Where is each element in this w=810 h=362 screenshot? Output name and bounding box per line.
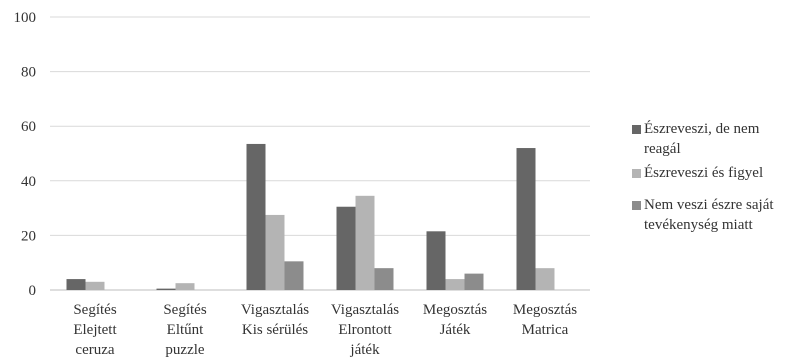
- y-tick-label-60: 60: [21, 119, 36, 135]
- legend-swatch-series-1: [632, 125, 641, 134]
- legend-item-series-3: Nem veszi észre saját tevékenység miatt: [632, 195, 808, 235]
- x-category-label-3-line-2: Kis sérülés: [242, 322, 308, 338]
- bar-series-2-category-6: [535, 268, 555, 290]
- x-category-label-1: Segítés Elejtett ceruza: [73, 302, 117, 358]
- bar-series-1-category-2: [156, 288, 176, 290]
- x-category-label-5-line-1: Megosztás: [423, 302, 487, 318]
- legend-swatch-series-2: [632, 169, 641, 178]
- bar-series-2-category-1: [85, 281, 105, 290]
- x-category-label-6: Megosztás Matrica: [513, 302, 577, 338]
- y-tick-label-40: 40: [21, 174, 36, 190]
- bar-series-1-category-4: [336, 206, 356, 290]
- x-category-label-3: Vigasztalás Kis sérülés: [241, 302, 309, 338]
- x-category-label-2-line-1: Segítés: [163, 302, 206, 318]
- x-category-label-5-line-2: Játék: [440, 322, 471, 338]
- legend-label-series-3-line-2: tevékenység miatt: [644, 217, 753, 233]
- x-category-label-6-line-2: Matrica: [522, 322, 569, 338]
- x-category-label-6-line-1: Megosztás: [513, 302, 577, 318]
- x-category-label-1-line-2: Elejtett: [73, 322, 117, 338]
- legend-swatch-series-3: [632, 201, 641, 210]
- legend-item-series-2: Észreveszi és figyel: [632, 163, 808, 183]
- bar-series-2-category-5: [445, 279, 465, 290]
- legend-label-series-3-line-1: Nem veszi észre saját: [644, 197, 774, 213]
- x-category-label-2-line-3: puzzle: [165, 342, 204, 358]
- x-category-label-2-line-2: Eltűnt: [167, 322, 204, 338]
- bar-series-2-category-4: [355, 195, 375, 290]
- x-category-label-4-line-1: Vigasztalás: [331, 302, 399, 318]
- x-category-label-2: Segítés Eltűnt puzzle: [163, 302, 206, 358]
- legend-item-series-1: Észreveszi, de nem reagál: [632, 119, 808, 159]
- bar-series-3-category-4: [374, 268, 394, 290]
- x-category-label-4-line-2: Elrontott: [338, 322, 392, 338]
- x-category-label-4-line-3: játék: [349, 342, 380, 358]
- bar-series-1-category-5: [426, 231, 446, 290]
- y-tick-label-100: 100: [14, 10, 37, 26]
- x-category-label-3-line-1: Vigasztalás: [241, 302, 309, 318]
- chart-legend: Észreveszi, de nem reagál Észreveszi és …: [632, 119, 808, 239]
- bar-series-3-category-5: [464, 273, 484, 290]
- x-category-label-5: Megosztás Játék: [423, 302, 487, 338]
- y-tick-label-80: 80: [21, 65, 36, 81]
- y-tick-label-20: 20: [21, 228, 36, 244]
- bar-series-2-category-2: [175, 283, 195, 290]
- legend-label-series-2-line-1: Észreveszi és figyel: [644, 165, 764, 181]
- y-tick-label-0: 0: [29, 283, 37, 299]
- bar-series-1-category-1: [66, 279, 86, 290]
- bar-series-1-category-6: [516, 148, 536, 290]
- legend-label-series-1-line-1: Észreveszi, de nem: [644, 121, 760, 137]
- bar-series-1-category-3: [246, 143, 266, 290]
- x-category-label-1-line-3: ceruza: [75, 342, 114, 358]
- bar-series-3-category-3: [284, 261, 304, 290]
- x-category-label-1-line-1: Segítés: [73, 302, 116, 318]
- x-category-label-4: Vigasztalás Elrontott játék: [331, 302, 399, 358]
- legend-label-series-1-line-2: reagál: [644, 141, 681, 157]
- bar-series-2-category-3: [265, 214, 285, 290]
